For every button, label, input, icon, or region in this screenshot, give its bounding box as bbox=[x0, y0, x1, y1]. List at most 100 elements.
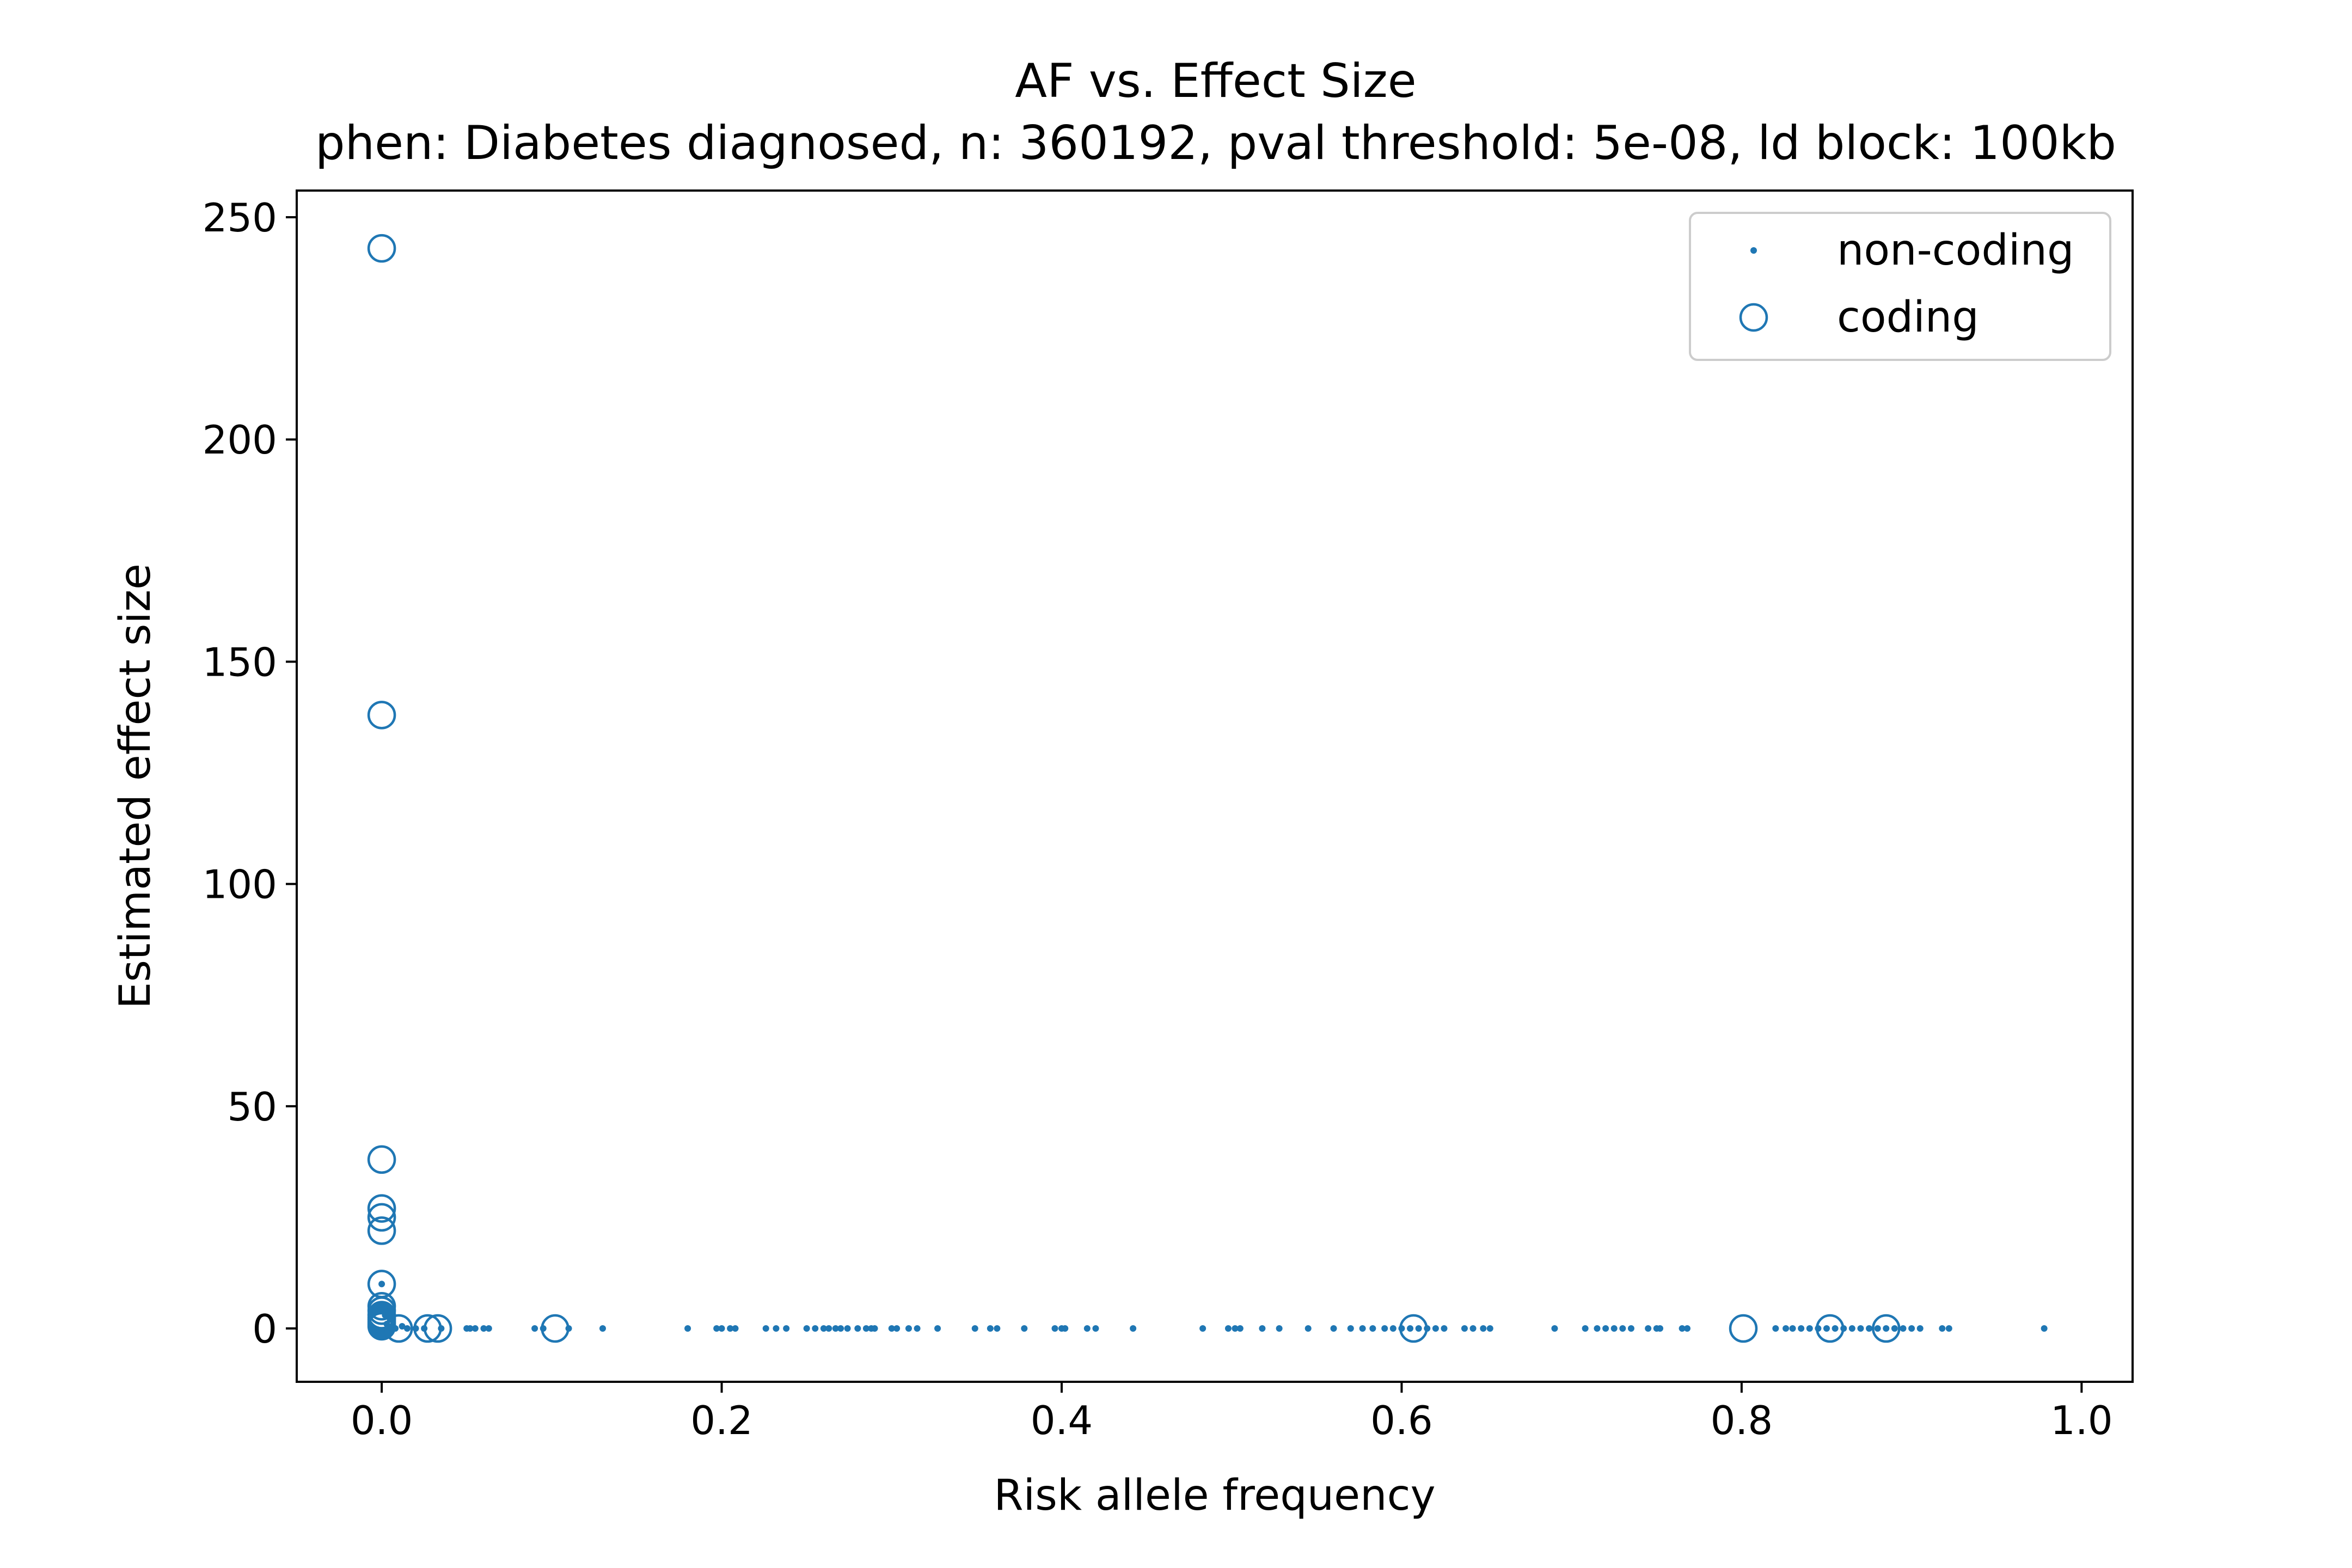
coding-point bbox=[1729, 1314, 1758, 1343]
x-tick-label: 1.0 bbox=[2050, 1398, 2113, 1443]
non-coding-point bbox=[1432, 1325, 1439, 1332]
non-coding-point bbox=[825, 1325, 832, 1332]
non-coding-point bbox=[1021, 1325, 1028, 1332]
y-axis-label: Estimated effect size bbox=[111, 564, 160, 1009]
non-coding-point bbox=[1627, 1325, 1634, 1332]
legend-box bbox=[1689, 212, 2111, 361]
y-tick-label: 50 bbox=[227, 1084, 277, 1130]
non-coding-point bbox=[1594, 1325, 1601, 1332]
non-coding-point bbox=[1276, 1325, 1283, 1332]
non-coding-point bbox=[403, 1325, 411, 1332]
non-coding-point bbox=[1199, 1325, 1206, 1332]
non-coding-point bbox=[1236, 1325, 1244, 1332]
non-coding-point bbox=[1891, 1325, 1898, 1332]
non-coding-point bbox=[994, 1325, 1001, 1332]
non-coding-point bbox=[1610, 1325, 1618, 1332]
non-coding-point bbox=[820, 1325, 827, 1332]
non-coding-point bbox=[971, 1325, 978, 1332]
chart-subtitle: phen: Diabetes diagnosed, n: 360192, pva… bbox=[315, 116, 2116, 170]
non-coding-point bbox=[378, 1281, 385, 1288]
non-coding-point bbox=[1486, 1325, 1493, 1332]
chart-title: AF vs. Effect Size bbox=[1015, 54, 1416, 108]
non-coding-point bbox=[1407, 1325, 1414, 1332]
x-axis-ticks: 0.0 0.2 0.4 0.6 0.8 1.0 bbox=[351, 1382, 2113, 1443]
non-coding-point bbox=[2041, 1325, 2048, 1332]
non-coding-point bbox=[1866, 1325, 1873, 1332]
non-coding-point bbox=[1347, 1325, 1354, 1332]
coding-point bbox=[1815, 1314, 1845, 1343]
plot-area-frame bbox=[296, 189, 2134, 1383]
non-coding-point bbox=[1130, 1325, 1137, 1332]
non-coding-point bbox=[684, 1325, 691, 1332]
non-coding-point bbox=[1062, 1325, 1069, 1332]
non-coding-point bbox=[485, 1325, 492, 1332]
non-coding-point bbox=[713, 1325, 720, 1332]
non-coding-point bbox=[732, 1325, 739, 1332]
non-coding-point bbox=[1441, 1325, 1448, 1332]
coding-point bbox=[541, 1314, 569, 1343]
non-coding-point bbox=[762, 1325, 769, 1332]
non-coding-point bbox=[1798, 1325, 1805, 1332]
non-coding-point bbox=[1602, 1325, 1609, 1332]
non-coding-point bbox=[599, 1325, 606, 1332]
coding-point bbox=[367, 234, 396, 263]
y-tick-label: 200 bbox=[203, 417, 277, 463]
non-coding-point bbox=[1304, 1325, 1312, 1332]
non-coding-point bbox=[1480, 1325, 1487, 1332]
coding-point bbox=[423, 1314, 452, 1343]
series-coding bbox=[367, 234, 1901, 1343]
non-coding-point bbox=[1857, 1325, 1864, 1332]
coding-point bbox=[367, 1312, 396, 1341]
non-coding-point bbox=[1848, 1325, 1855, 1332]
coding-point bbox=[384, 1314, 413, 1343]
non-coding-point bbox=[1679, 1325, 1686, 1332]
non-coding-point bbox=[1832, 1325, 1839, 1332]
legend: non-coding coding bbox=[1689, 212, 2111, 361]
non-coding-point bbox=[914, 1325, 921, 1332]
non-coding-point bbox=[467, 1325, 474, 1332]
non-coding-point bbox=[1551, 1325, 1558, 1332]
non-coding-point bbox=[1772, 1325, 1779, 1332]
non-coding-point bbox=[1683, 1325, 1690, 1332]
non-coding-point bbox=[471, 1325, 479, 1332]
non-coding-point bbox=[854, 1325, 861, 1332]
x-axis-label: Risk allele frequency bbox=[994, 1471, 1435, 1520]
non-coding-point bbox=[1939, 1325, 1946, 1332]
non-coding-point bbox=[1645, 1325, 1652, 1332]
non-coding-point bbox=[1469, 1325, 1477, 1332]
x-tick-label: 0.8 bbox=[1711, 1398, 1773, 1443]
x-tick-label: 0.2 bbox=[690, 1398, 753, 1443]
non-coding-point bbox=[1783, 1325, 1790, 1332]
non-coding-point bbox=[531, 1325, 538, 1332]
non-coding-point bbox=[1092, 1325, 1099, 1332]
coding-point bbox=[367, 1194, 396, 1223]
non-coding-point bbox=[718, 1325, 725, 1332]
non-coding-point bbox=[773, 1325, 780, 1332]
non-coding-point bbox=[803, 1325, 810, 1332]
x-tick-label: 0.4 bbox=[1031, 1398, 1093, 1443]
y-tick-label: 100 bbox=[203, 862, 277, 908]
non-coding-point bbox=[1330, 1325, 1337, 1332]
coding-point bbox=[1399, 1314, 1428, 1343]
non-coding-point bbox=[1415, 1325, 1422, 1332]
y-tick-label: 0 bbox=[252, 1306, 277, 1352]
non-coding-point bbox=[480, 1325, 487, 1332]
non-coding-point bbox=[1874, 1325, 1881, 1332]
non-coding-point bbox=[1083, 1325, 1091, 1332]
non-coding-point bbox=[1051, 1325, 1058, 1332]
non-coding-point bbox=[812, 1325, 819, 1332]
non-coding-point bbox=[1224, 1325, 1232, 1332]
non-coding-point bbox=[783, 1325, 790, 1332]
non-coding-point bbox=[1789, 1325, 1796, 1332]
non-coding-point bbox=[1657, 1325, 1664, 1332]
non-coding-point bbox=[1823, 1325, 1830, 1332]
non-coding-point bbox=[893, 1325, 901, 1332]
coding-point bbox=[1872, 1314, 1901, 1343]
non-coding-point bbox=[727, 1325, 734, 1332]
non-coding-point bbox=[934, 1325, 941, 1332]
non-coding-point bbox=[399, 1322, 406, 1330]
x-tick-label: 0.6 bbox=[1370, 1398, 1433, 1443]
coding-point bbox=[367, 1216, 396, 1245]
non-coding-point bbox=[905, 1325, 912, 1332]
